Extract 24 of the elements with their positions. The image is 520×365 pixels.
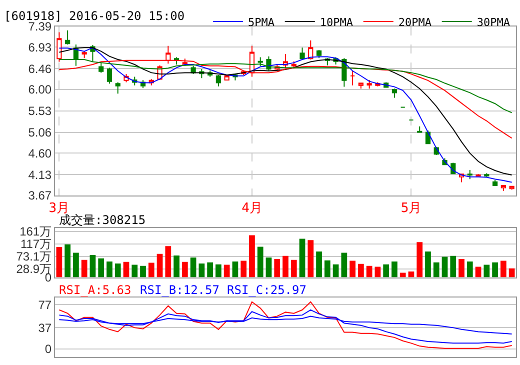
text: RSI_C:25.97 (227, 283, 306, 297)
legend-label: 30PMA (476, 16, 510, 29)
y-tick-label: 73.1万 (16, 250, 52, 264)
y-tick-label: 161万 (20, 224, 52, 238)
y-tick-label: 5.06 (28, 125, 52, 140)
legend-label: 5PMA (248, 16, 275, 29)
y-tick-label: 4.60 (28, 146, 52, 160)
y-tick-label: 3.67 (28, 188, 52, 203)
y-tick-label: 6.93 (28, 40, 52, 54)
x-tick-label: 4月 (242, 201, 262, 216)
y-tick-label: 77 (38, 298, 52, 312)
legend-label: 20PMA (398, 16, 432, 29)
y-tick-label: 4.13 (28, 168, 52, 182)
y-tick-label: 0 (44, 342, 52, 356)
legend-label: 10PMA (320, 16, 354, 29)
x-tick-label: 5月 (400, 201, 422, 216)
text: 成交量:308215 (59, 213, 146, 227)
y-tick-label: 6.46 (28, 62, 52, 76)
text: RSI_B:12.57 (140, 283, 220, 297)
y-tick-label: 37 (38, 320, 52, 335)
y-tick-label: 117万 (20, 237, 52, 252)
text: RSI_A:5.63 (59, 283, 132, 297)
y-tick-label: 6.00 (28, 82, 52, 97)
y-tick-label: 5.53 (28, 104, 52, 118)
